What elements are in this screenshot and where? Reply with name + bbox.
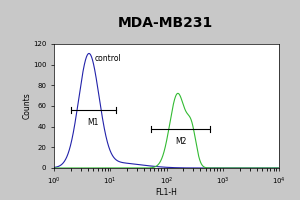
Text: M1: M1	[88, 118, 99, 127]
Text: control: control	[94, 54, 121, 63]
Text: M2: M2	[175, 137, 186, 146]
Text: MDA-MB231: MDA-MB231	[117, 16, 213, 30]
X-axis label: FL1-H: FL1-H	[156, 188, 177, 197]
Y-axis label: Counts: Counts	[22, 93, 32, 119]
